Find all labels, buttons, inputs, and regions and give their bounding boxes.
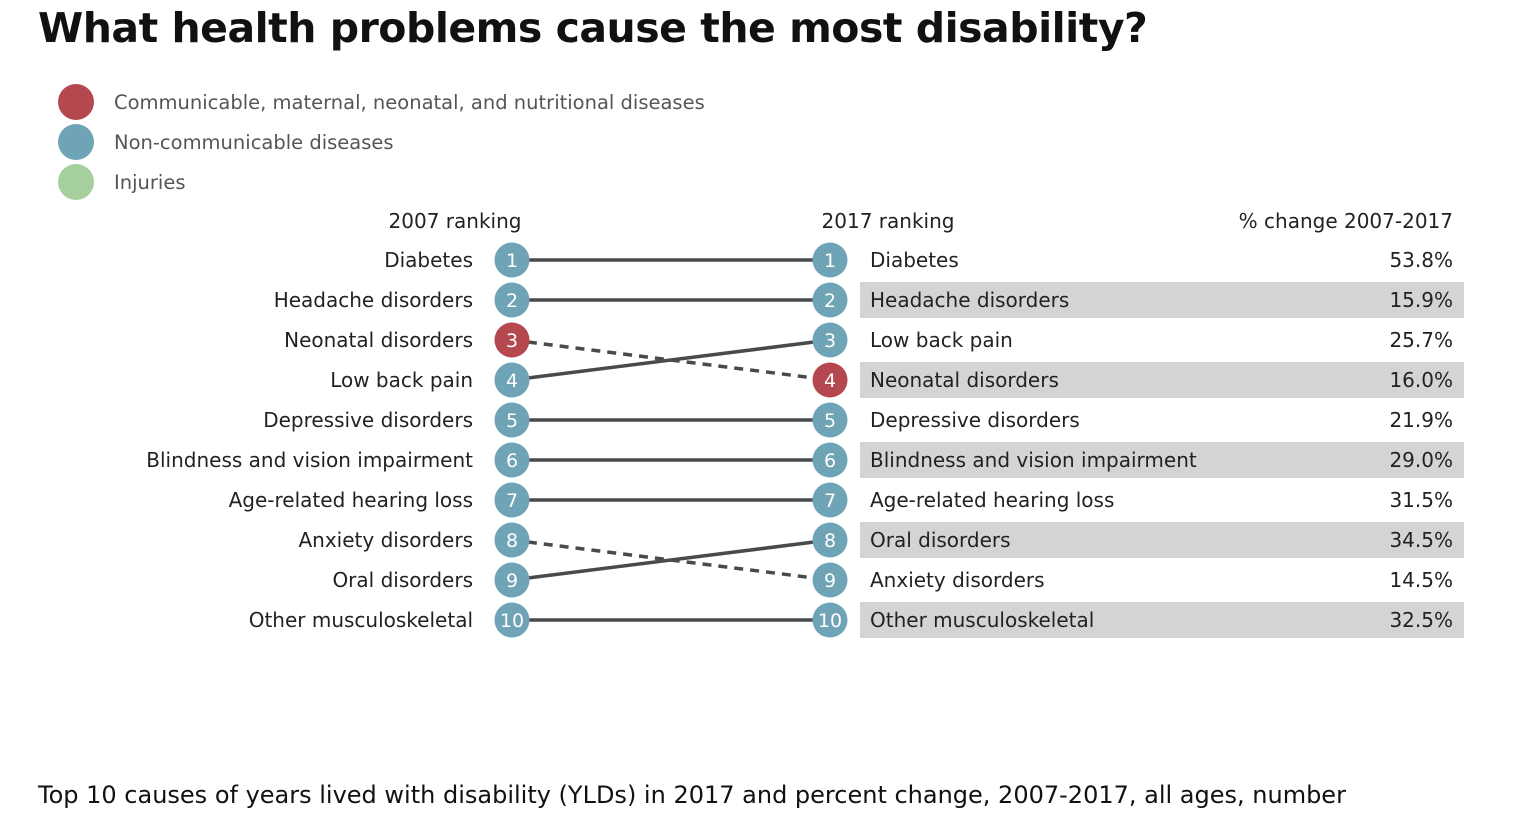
rank-number-2017: 3 bbox=[824, 330, 836, 352]
rank-connector-line bbox=[511, 538, 831, 582]
percent-change-value: 29.0% bbox=[1389, 448, 1453, 472]
legend-label-injuries: Injuries bbox=[114, 170, 186, 194]
rank-number-2017: 4 bbox=[824, 370, 836, 392]
rank-badge-2007 bbox=[494, 482, 530, 518]
rank-number-2017: 8 bbox=[824, 530, 836, 552]
rank-badge-2007 bbox=[494, 282, 530, 318]
rank-badge-2017 bbox=[812, 602, 848, 638]
label-2007: Oral disorders bbox=[332, 568, 473, 592]
label-2017: Oral disorders bbox=[870, 528, 1011, 552]
rank-connector-line bbox=[511, 338, 831, 382]
rank-number-2017: 7 bbox=[824, 490, 836, 512]
label-2017: Depressive disorders bbox=[870, 408, 1080, 432]
header-percent-change: % change 2007-2017 bbox=[1239, 209, 1453, 233]
percent-change-value: 14.5% bbox=[1389, 568, 1453, 592]
rank-badge-2007 bbox=[494, 442, 530, 478]
rank-badge-2007 bbox=[494, 562, 530, 598]
rank-number-2017: 1 bbox=[824, 250, 836, 272]
rank-badge-2017 bbox=[812, 282, 848, 318]
rank-badge-2017 bbox=[812, 322, 848, 358]
rank-number-2007: 2 bbox=[506, 290, 518, 312]
rank-number-2017: 6 bbox=[824, 450, 836, 472]
label-2017: Low back pain bbox=[870, 328, 1013, 352]
rank-badge-2017 bbox=[812, 482, 848, 518]
rank-badge-2007 bbox=[494, 322, 530, 358]
label-2017: Blindness and vision impairment bbox=[870, 448, 1197, 472]
percent-change-value: 15.9% bbox=[1389, 288, 1453, 312]
row-shade bbox=[860, 442, 1464, 478]
header-2007-ranking: 2007 ranking bbox=[389, 209, 522, 233]
rank-badge-2017 bbox=[812, 562, 848, 598]
header-2017-ranking: 2017 ranking bbox=[822, 209, 955, 233]
rank-number-2017: 10 bbox=[818, 610, 842, 632]
legend-item-cmnn: Communicable, maternal, neonatal, and nu… bbox=[58, 82, 705, 122]
rank-number-2017: 2 bbox=[824, 290, 836, 312]
label-2017: Other musculoskeletal bbox=[870, 608, 1094, 632]
percent-change-value: 34.5% bbox=[1389, 528, 1453, 552]
rank-badge-2007 bbox=[494, 362, 530, 398]
legend-swatch-cmnn bbox=[58, 84, 94, 120]
label-2007: Diabetes bbox=[384, 248, 473, 272]
percent-change-value: 25.7% bbox=[1389, 328, 1453, 352]
rank-badge-2017 bbox=[812, 402, 848, 438]
rank-number-2007: 5 bbox=[506, 410, 518, 432]
percent-change-value: 53.8% bbox=[1389, 248, 1453, 272]
legend-swatch-ncd bbox=[58, 124, 94, 160]
legend-item-ncd: Non-communicable diseases bbox=[58, 122, 705, 162]
chart-subtitle: Top 10 causes of years lived with disabi… bbox=[38, 781, 1346, 809]
rank-number-2007: 3 bbox=[506, 330, 518, 352]
rank-badge-2007 bbox=[494, 402, 530, 438]
rank-number-2017: 9 bbox=[824, 570, 836, 592]
rank-badge-2017 bbox=[812, 362, 848, 398]
label-2007: Anxiety disorders bbox=[298, 528, 473, 552]
rank-badge-2017 bbox=[812, 522, 848, 558]
rank-number-2017: 5 bbox=[824, 410, 836, 432]
legend-label-ncd: Non-communicable diseases bbox=[114, 130, 394, 154]
label-2007: Depressive disorders bbox=[263, 408, 473, 432]
rank-badge-2017 bbox=[812, 442, 848, 478]
label-2017: Anxiety disorders bbox=[870, 568, 1045, 592]
row-shade bbox=[860, 602, 1464, 638]
label-2007: Headache disorders bbox=[274, 288, 473, 312]
row-shade bbox=[860, 522, 1464, 558]
label-2007: Other musculoskeletal bbox=[249, 608, 473, 632]
legend-label-cmnn: Communicable, maternal, neonatal, and nu… bbox=[114, 90, 705, 114]
label-2007: Low back pain bbox=[330, 368, 473, 392]
rank-number-2007: 10 bbox=[500, 610, 524, 632]
label-2017: Headache disorders bbox=[870, 288, 1069, 312]
rank-number-2007: 8 bbox=[506, 530, 518, 552]
rank-number-2007: 9 bbox=[506, 570, 518, 592]
chart-title: What health problems cause the most disa… bbox=[38, 4, 1148, 52]
percent-change-value: 32.5% bbox=[1389, 608, 1453, 632]
rank-badge-2007 bbox=[494, 522, 530, 558]
label-2007: Blindness and vision impairment bbox=[146, 448, 473, 472]
rank-badge-2017 bbox=[812, 242, 848, 278]
legend: Communicable, maternal, neonatal, and nu… bbox=[58, 82, 705, 202]
rank-number-2007: 1 bbox=[506, 250, 518, 272]
legend-item-injuries: Injuries bbox=[58, 162, 705, 202]
percent-change-value: 21.9% bbox=[1389, 408, 1453, 432]
row-shade bbox=[860, 362, 1464, 398]
label-2017: Diabetes bbox=[870, 248, 959, 272]
label-2017: Neonatal disorders bbox=[870, 368, 1059, 392]
percent-change-value: 16.0% bbox=[1389, 368, 1453, 392]
rank-number-2007: 4 bbox=[506, 370, 518, 392]
label-2007: Neonatal disorders bbox=[284, 328, 473, 352]
label-2017: Age-related hearing loss bbox=[870, 488, 1114, 512]
legend-swatch-injuries bbox=[58, 164, 94, 200]
rank-badge-2007 bbox=[494, 602, 530, 638]
row-shade bbox=[860, 282, 1464, 318]
percent-change-value: 31.5% bbox=[1389, 488, 1453, 512]
rank-number-2007: 6 bbox=[506, 450, 518, 472]
rank-number-2007: 7 bbox=[506, 490, 518, 512]
rank-badge-2007 bbox=[494, 242, 530, 278]
label-2007: Age-related hearing loss bbox=[229, 488, 473, 512]
